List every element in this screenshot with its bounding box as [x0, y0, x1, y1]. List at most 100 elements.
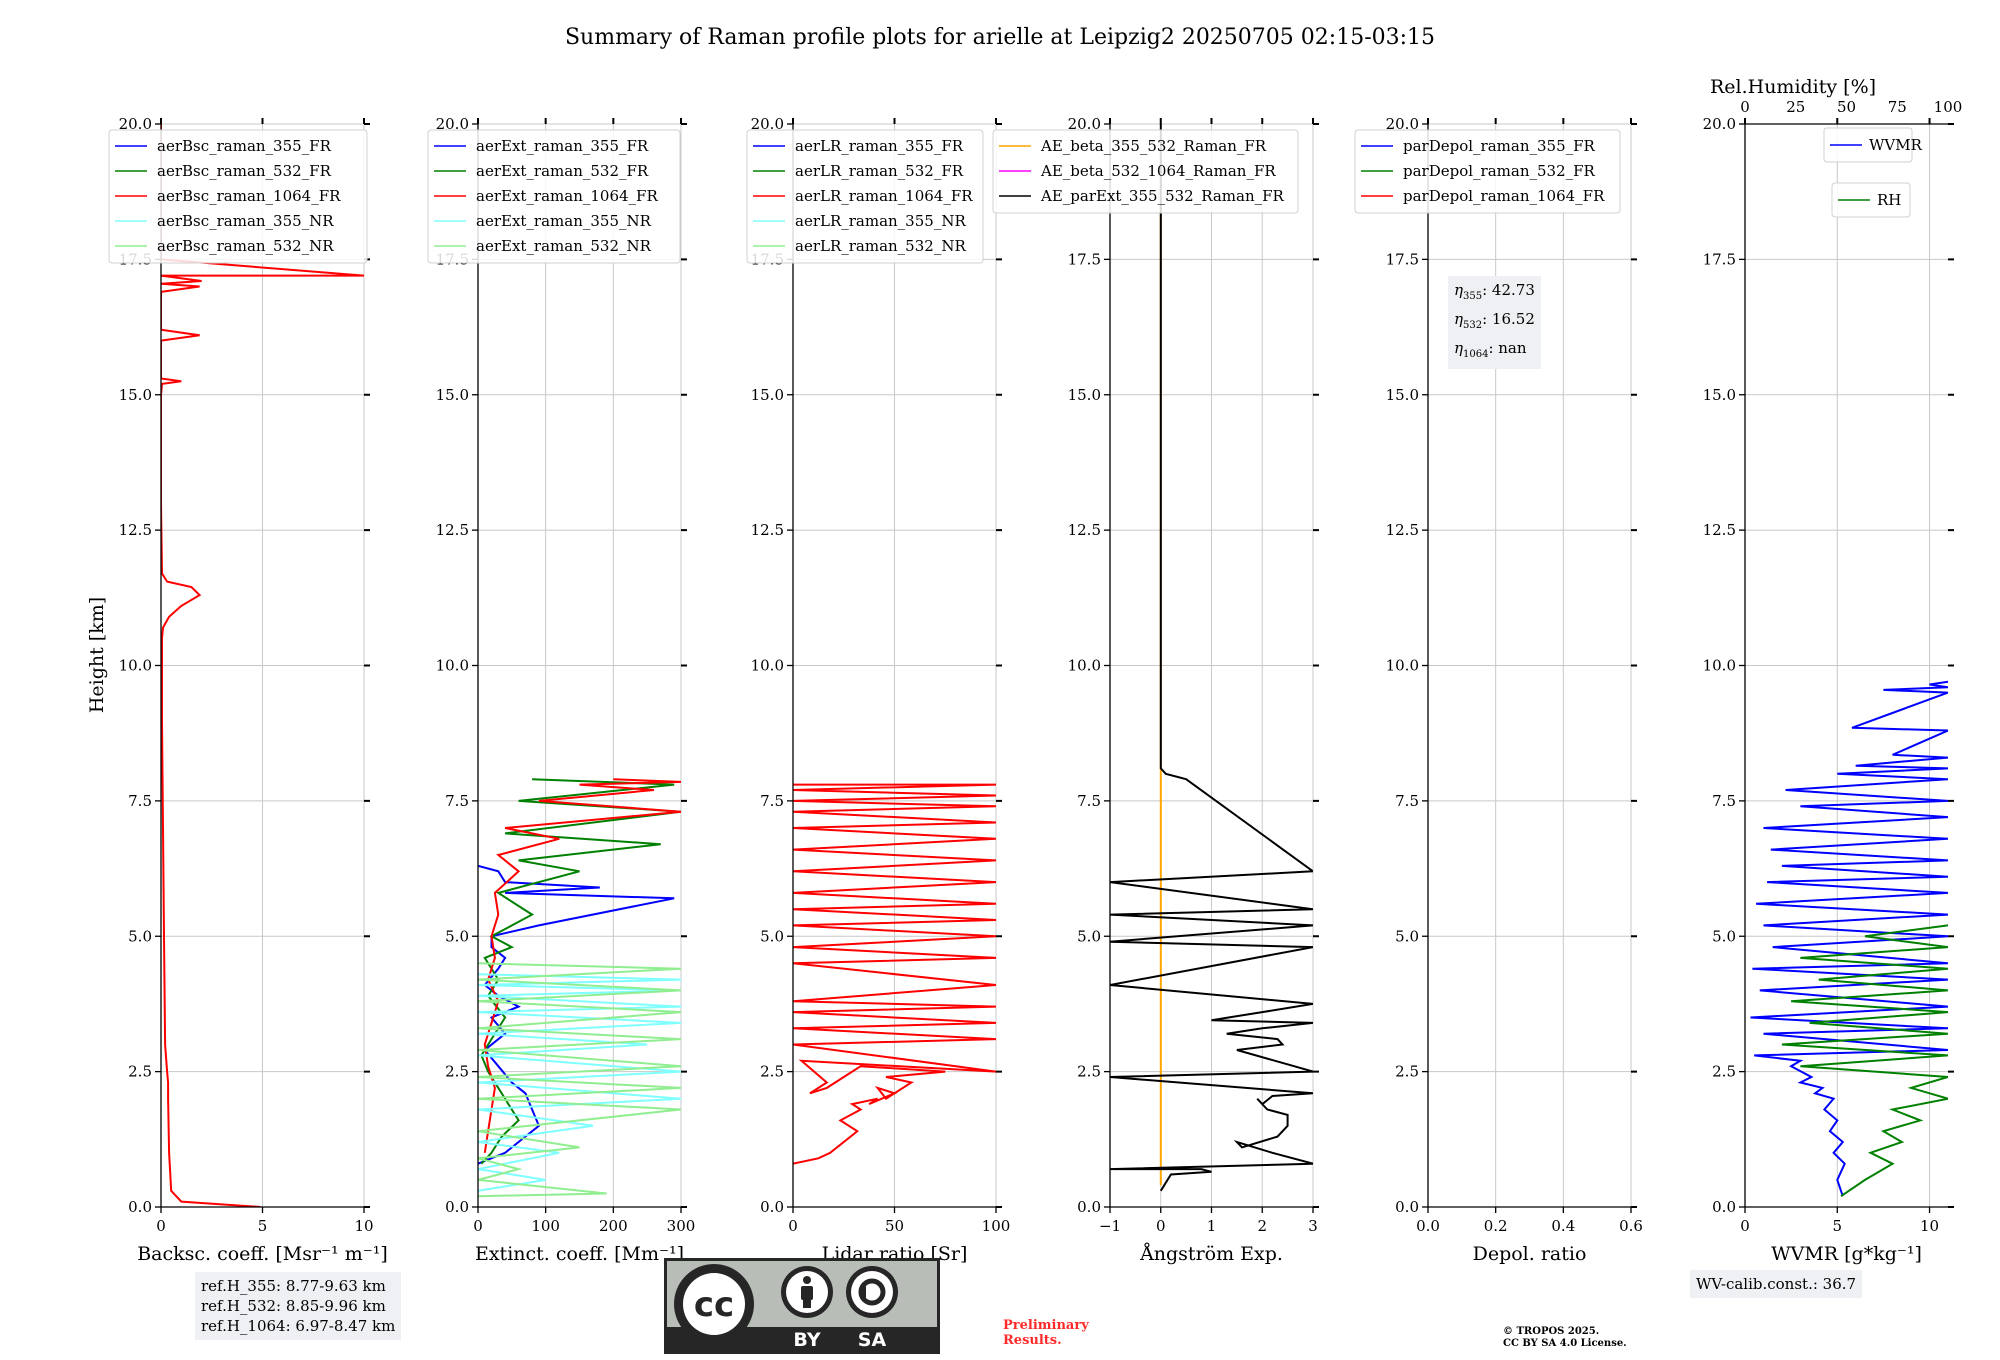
y-tick-label: 0.0 — [1712, 1198, 1736, 1216]
y-tick-label: 15.0 — [751, 386, 784, 404]
y-tick-label: 20.0 — [119, 115, 152, 133]
ref-height-box: ref.H_355: 8.77-9.63 km ref.H_532: 8.85-… — [195, 1272, 402, 1340]
y-tick-label: 12.5 — [1703, 521, 1736, 539]
legend-label: aerLR_raman_532_FR — [795, 162, 964, 180]
legend: parDepol_raman_355_FR parDepol_raman_532_… — [1354, 129, 1621, 214]
y-tick-label: 10.0 — [1386, 657, 1419, 675]
by-label: BY — [793, 1329, 820, 1351]
x-tick-label: 300 — [667, 1217, 696, 1235]
y-tick-label: 10.0 — [751, 657, 784, 675]
x-tick-label: 0.0 — [1416, 1217, 1440, 1235]
y-tick-label: 0.0 — [1077, 1198, 1101, 1216]
legend-label: aerExt_raman_1064_FR — [476, 187, 658, 205]
legend-label: RH — [1877, 191, 1901, 209]
x-tick-label: 2 — [1257, 1217, 1267, 1235]
y-tick-label: 7.5 — [1712, 792, 1736, 810]
y-tick-label: 0.0 — [128, 1198, 152, 1216]
sa-label: SA — [858, 1329, 887, 1351]
x-axis-label: Extinct. coeff. [Mm⁻¹] — [475, 1243, 684, 1265]
panel-4: 0.0 2.5 5.0 7.5 10.0 12.5 15.0 17.5 20.0 −1 0 1 2 3 Ån… — [992, 115, 1319, 1265]
x2-tick-label: 50 — [1837, 98, 1856, 116]
y-tick-label: 17.5 — [1703, 250, 1736, 268]
y-tick-label: 12.5 — [119, 521, 152, 539]
x-axis-label: Depol. ratio — [1473, 1243, 1587, 1265]
copyright-note: © TROPOS 2025. CC BY SA 4.0 License. — [1503, 1326, 1627, 1349]
series-RH — [1781, 924, 1948, 1198]
rh-axis-label: Rel.Humidity [%] — [1710, 76, 1876, 98]
y-tick-label: 5.0 — [760, 927, 784, 945]
legend-label: parDepol_raman_355_FR — [1403, 137, 1596, 155]
panel-1: 0.02.55.07.510.012.515.017.520.00510Back… — [108, 115, 388, 1265]
y-tick-label: 5.0 — [1077, 927, 1101, 945]
legend: aerBsc_raman_355_FR aerBsc_raman_532_FRae… — [108, 129, 368, 264]
eta-1064: η1064: nan — [1454, 339, 1527, 360]
legend-label: AE_parExt_355_532_Raman_FR — [1040, 187, 1285, 205]
x-tick-label: 0 — [1156, 1217, 1166, 1235]
x-tick-label: 3 — [1308, 1217, 1318, 1235]
y-tick-label: 7.5 — [128, 792, 152, 810]
x-tick-label: 10 — [354, 1217, 373, 1235]
x-tick-label: 5 — [1832, 1217, 1842, 1235]
y-tick-label: 5.0 — [445, 927, 469, 945]
y-tick-label: 12.5 — [751, 521, 784, 539]
y-tick-label: 15.0 — [1703, 386, 1736, 404]
preliminary-note: Preliminary Results. — [1003, 1318, 1089, 1348]
y-tick-label: 20.0 — [436, 115, 469, 133]
legend-label: parDepol_raman_1064_FR — [1403, 187, 1605, 205]
x-tick-label: 1 — [1207, 1217, 1217, 1235]
legend-label: aerExt_raman_355_NR — [476, 212, 652, 230]
y-tick-label: 15.0 — [119, 386, 152, 404]
y-tick-label: 12.5 — [436, 521, 469, 539]
x-tick-label: 200 — [599, 1217, 628, 1235]
ref-height-355: ref.H_355: 8.77-9.63 km — [201, 1277, 386, 1295]
y-tick-label: 10.0 — [1068, 657, 1101, 675]
x2-tick-label: 0 — [1740, 98, 1750, 116]
x-tick-label: 10 — [1920, 1217, 1939, 1235]
y-tick-label: 5.0 — [1712, 927, 1736, 945]
legend: aerExt_raman_355_FR aerExt_raman_532_FRae… — [427, 129, 681, 264]
legend-label: AE_beta_355_532_Raman_FR — [1040, 137, 1267, 155]
legend-label: aerLR_raman_355_FR — [795, 137, 964, 155]
y-tick-label: 7.5 — [1395, 792, 1419, 810]
y-tick-label: 12.5 — [1068, 521, 1101, 539]
x-tick-label: 5 — [258, 1217, 268, 1235]
y-tick-label: 10.0 — [119, 657, 152, 675]
legend-label: aerBsc_raman_532_NR — [157, 237, 334, 255]
y-tick-label: 17.5 — [1386, 250, 1419, 268]
x-axis-label: Backsc. coeff. [Msr⁻¹ m⁻¹] — [137, 1243, 388, 1265]
ref-height-1064: ref.H_1064: 6.97-8.47 km — [201, 1317, 396, 1335]
eta-box: η355: 42.73 η532: 16.52 η1064: nan — [1448, 276, 1541, 369]
y-tick-label: 2.5 — [1712, 1063, 1736, 1081]
y-axis-label: Height [km] — [86, 597, 108, 713]
panel-2: 0.02.55.07.510.012.515.017.520.001002003… — [427, 115, 696, 1265]
y-tick-label: 20.0 — [1703, 115, 1736, 133]
legend-label: aerExt_raman_355_FR — [476, 137, 649, 155]
y-tick-label: 7.5 — [1077, 792, 1101, 810]
x-tick-label: 0 — [473, 1217, 483, 1235]
x-tick-label: 0 — [156, 1217, 166, 1235]
legend: WVMR RH — [1823, 127, 1923, 218]
legend: AE_beta_355_532_Raman_FR AE_beta_532_1064… — [992, 129, 1299, 214]
y-tick-label: 2.5 — [760, 1063, 784, 1081]
series-aerExt_raman_532_FR — [480, 778, 681, 1165]
ref-height-532: ref.H_532: 8.85-9.96 km — [201, 1297, 386, 1315]
panel-5: 0.0 2.5 5.0 7.5 10.0 12.5 15.0 17.5 20.0 0.0 0.2 0.… — [1354, 115, 1643, 1265]
series-aerBsc_raman_1064_FR — [161, 124, 364, 1207]
y-tick-label: 20.0 — [751, 115, 784, 133]
series-aerExt_raman_1064_FR — [483, 778, 681, 1153]
x-tick-label: 100 — [531, 1217, 560, 1235]
y-tick-label: 2.5 — [445, 1063, 469, 1081]
x-tick-label: 100 — [982, 1217, 1011, 1235]
x-tick-label: 0 — [1740, 1217, 1750, 1235]
y-tick-label: 2.5 — [1395, 1063, 1419, 1081]
x-tick-label: 0.4 — [1551, 1217, 1575, 1235]
y-tick-label: 5.0 — [1395, 927, 1419, 945]
panel-3: 0.02.55.07.510.012.515.017.520.0050100Li… — [746, 115, 1011, 1265]
series-AE_parExt_355_532_Raman_FR — [1110, 124, 1313, 1192]
legend-label: AE_beta_532_1064_Raman_FR — [1040, 162, 1276, 180]
eta-532: η532: 16.52 — [1454, 310, 1535, 331]
figure-title: Summary of Raman profile plots for ariel… — [565, 25, 1435, 50]
x-axis-label: Ångström Exp. — [1139, 1243, 1283, 1265]
legend-label: parDepol_raman_532_FR — [1403, 162, 1596, 180]
